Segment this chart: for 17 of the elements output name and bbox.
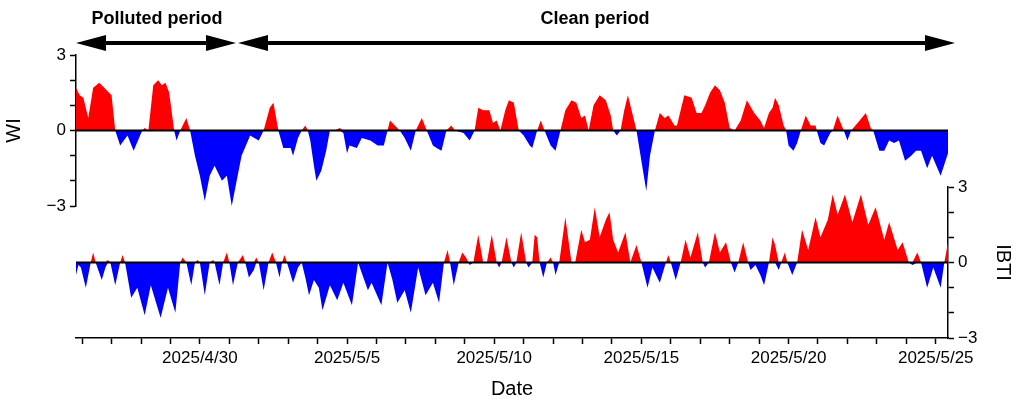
y-tick-label: −3 xyxy=(46,195,66,215)
x-tick-label: 2025/5/20 xyxy=(750,347,827,367)
x-tick-label: 2025/5/5 xyxy=(313,347,381,367)
x-tick-label: 2025/4/30 xyxy=(162,347,238,367)
x-tick-label: 2025/5/25 xyxy=(897,347,974,367)
x-tick-label: 2025/5/15 xyxy=(603,347,680,367)
y-axis-title: WI xyxy=(1,118,24,143)
x-axis-title: Date xyxy=(490,376,534,399)
x-tick-label: 2025/5/10 xyxy=(456,347,533,367)
text: Clean period xyxy=(540,8,650,29)
y2-axis-title: IBTI xyxy=(993,244,1016,281)
y2-tick-label: 0 xyxy=(958,252,968,272)
y-tick-label: 3 xyxy=(56,44,66,64)
y-tick-label: 0 xyxy=(56,120,66,140)
y2-tick-label: −3 xyxy=(958,327,978,347)
y2-tick-label: 3 xyxy=(958,176,968,196)
text: Polluted period xyxy=(91,8,223,29)
